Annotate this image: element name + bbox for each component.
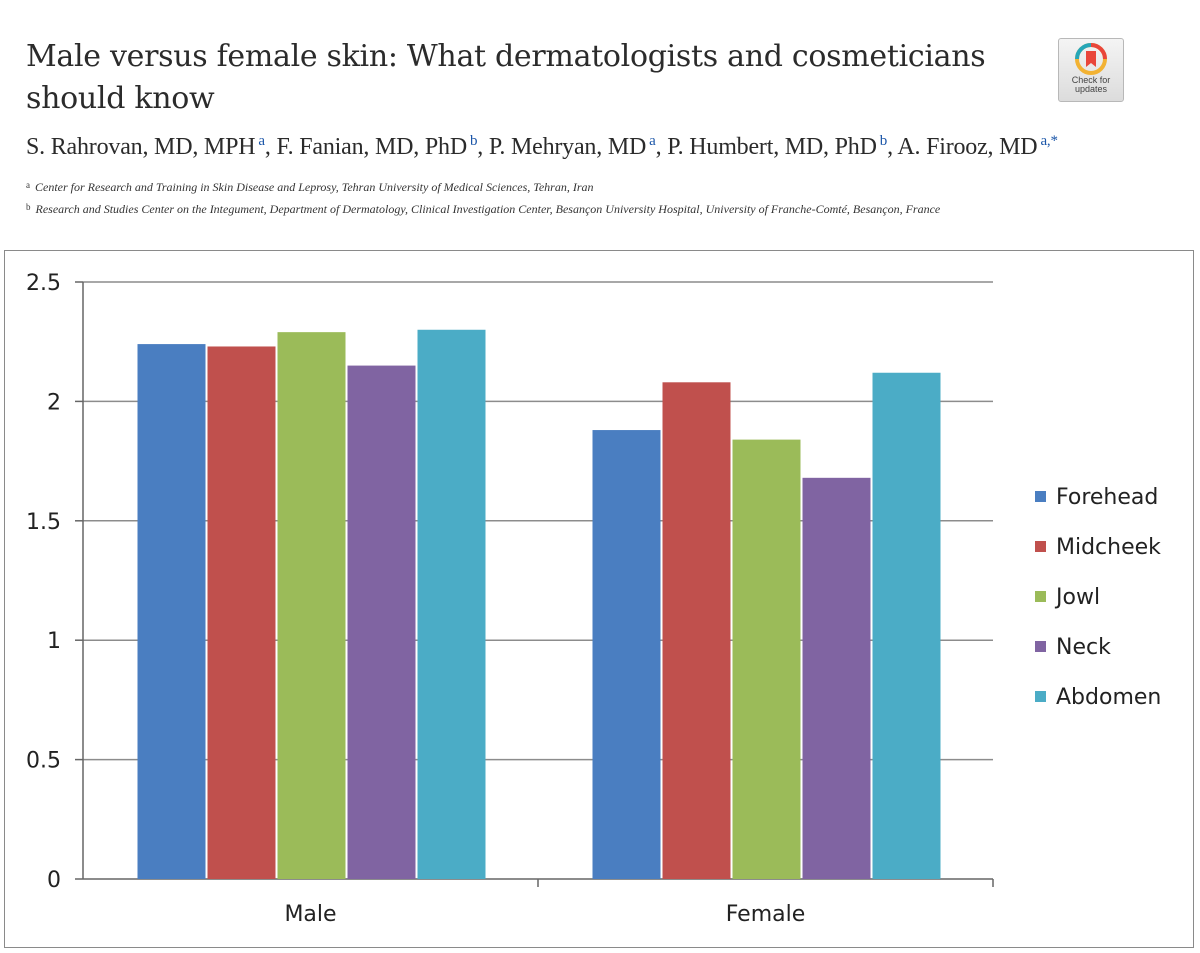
- author-separator: ,: [887, 134, 893, 160]
- author-affiliation-mark[interactable]: a: [649, 133, 656, 149]
- affiliation-b: b Research and Studies Center on the Inte…: [26, 202, 940, 217]
- author-separator: ,: [264, 134, 271, 160]
- author-name[interactable]: P. Mehryan, MD: [488, 134, 647, 160]
- author-separator: ,: [477, 134, 484, 160]
- y-tick-label: 0: [47, 868, 61, 893]
- bar-abdomen-female[interactable]: [872, 372, 941, 879]
- legend-swatch-midcheek: [1035, 541, 1046, 552]
- author-name[interactable]: S. Rahrovan, MD, MPH: [26, 134, 256, 160]
- legend-swatch-neck: [1035, 641, 1046, 652]
- affiliation-a: a Center for Research and Training in Ski…: [26, 180, 594, 195]
- bar-chart: 0 0.5 1 1.5 2 2.5 Male Female Forehead Midcheek Jo…: [26, 271, 1161, 927]
- article-title-line-1: Male versus female skin: What dermatolog…: [26, 39, 986, 74]
- legend-label-forehead: Forehead: [1056, 485, 1158, 510]
- legend-swatch-jowl: [1035, 591, 1046, 602]
- author-name[interactable]: F. Fanian, MD, PhD: [276, 134, 467, 160]
- legend-swatch-abdomen: [1035, 691, 1046, 702]
- y-tick-label: 0.5: [26, 749, 61, 774]
- legend-label-jowl: Jowl: [1054, 585, 1100, 610]
- affiliation-text: Research and Studies Center on the Integ…: [35, 202, 941, 216]
- author-list: S. Rahrovan, MD, MPH a, F. Fanian, MD, Ph…: [26, 133, 1058, 161]
- affiliation-text: Center for Research and Training in Skin…: [35, 180, 594, 194]
- y-tick-label: 1.5: [26, 510, 61, 535]
- bar-jowl-female[interactable]: [732, 439, 801, 879]
- bar-midcheek-male[interactable]: [207, 346, 276, 879]
- author-separator: ,: [655, 134, 662, 160]
- y-tick-label: 2.5: [26, 271, 61, 296]
- badge-label-2: updates: [1074, 84, 1108, 94]
- author-affiliation-mark[interactable]: a: [258, 133, 265, 149]
- author-affiliation-mark[interactable]: a,*: [1040, 133, 1058, 149]
- article-title: Male versus female skin: What dermatolog…: [26, 36, 1026, 120]
- legend-label-neck: Neck: [1056, 635, 1111, 660]
- x-tick-label: Female: [726, 902, 806, 927]
- legend-swatch-forehead: [1035, 491, 1046, 502]
- bar-midcheek-female[interactable]: [662, 382, 731, 879]
- badge-label-1: Check for: [1071, 75, 1111, 85]
- bar-forehead-male[interactable]: [137, 344, 206, 879]
- author-affiliation-mark[interactable]: b: [879, 133, 888, 149]
- bar-neck-male[interactable]: [347, 365, 416, 879]
- author-name[interactable]: A. Firooz, MD: [897, 134, 1038, 160]
- check-for-updates-icon: [1075, 43, 1107, 75]
- legend-label-midcheek: Midcheek: [1056, 535, 1161, 560]
- x-tick-label: Male: [284, 902, 336, 927]
- affiliation-mark: b: [26, 202, 31, 212]
- article-title-line-2: should know: [26, 81, 215, 116]
- affiliation-mark: a: [26, 180, 30, 190]
- author-name[interactable]: P. Humbert, MD, PhD: [667, 134, 877, 160]
- bar-abdomen-male[interactable]: [417, 329, 486, 879]
- y-tick-label: 1: [47, 629, 61, 654]
- chart-frame: 0 0.5 1 1.5 2 2.5 Male Female Forehead Midcheek Jo…: [4, 250, 1194, 948]
- check-for-updates-badge[interactable]: Check for updates: [1058, 38, 1124, 102]
- bar-jowl-male[interactable]: [277, 332, 346, 879]
- bar-forehead-female[interactable]: [592, 430, 661, 879]
- y-tick-label: 2: [47, 390, 61, 415]
- legend-label-abdomen: Abdomen: [1056, 685, 1161, 710]
- author-affiliation-mark[interactable]: b: [469, 133, 478, 149]
- bar-neck-female[interactable]: [802, 477, 871, 879]
